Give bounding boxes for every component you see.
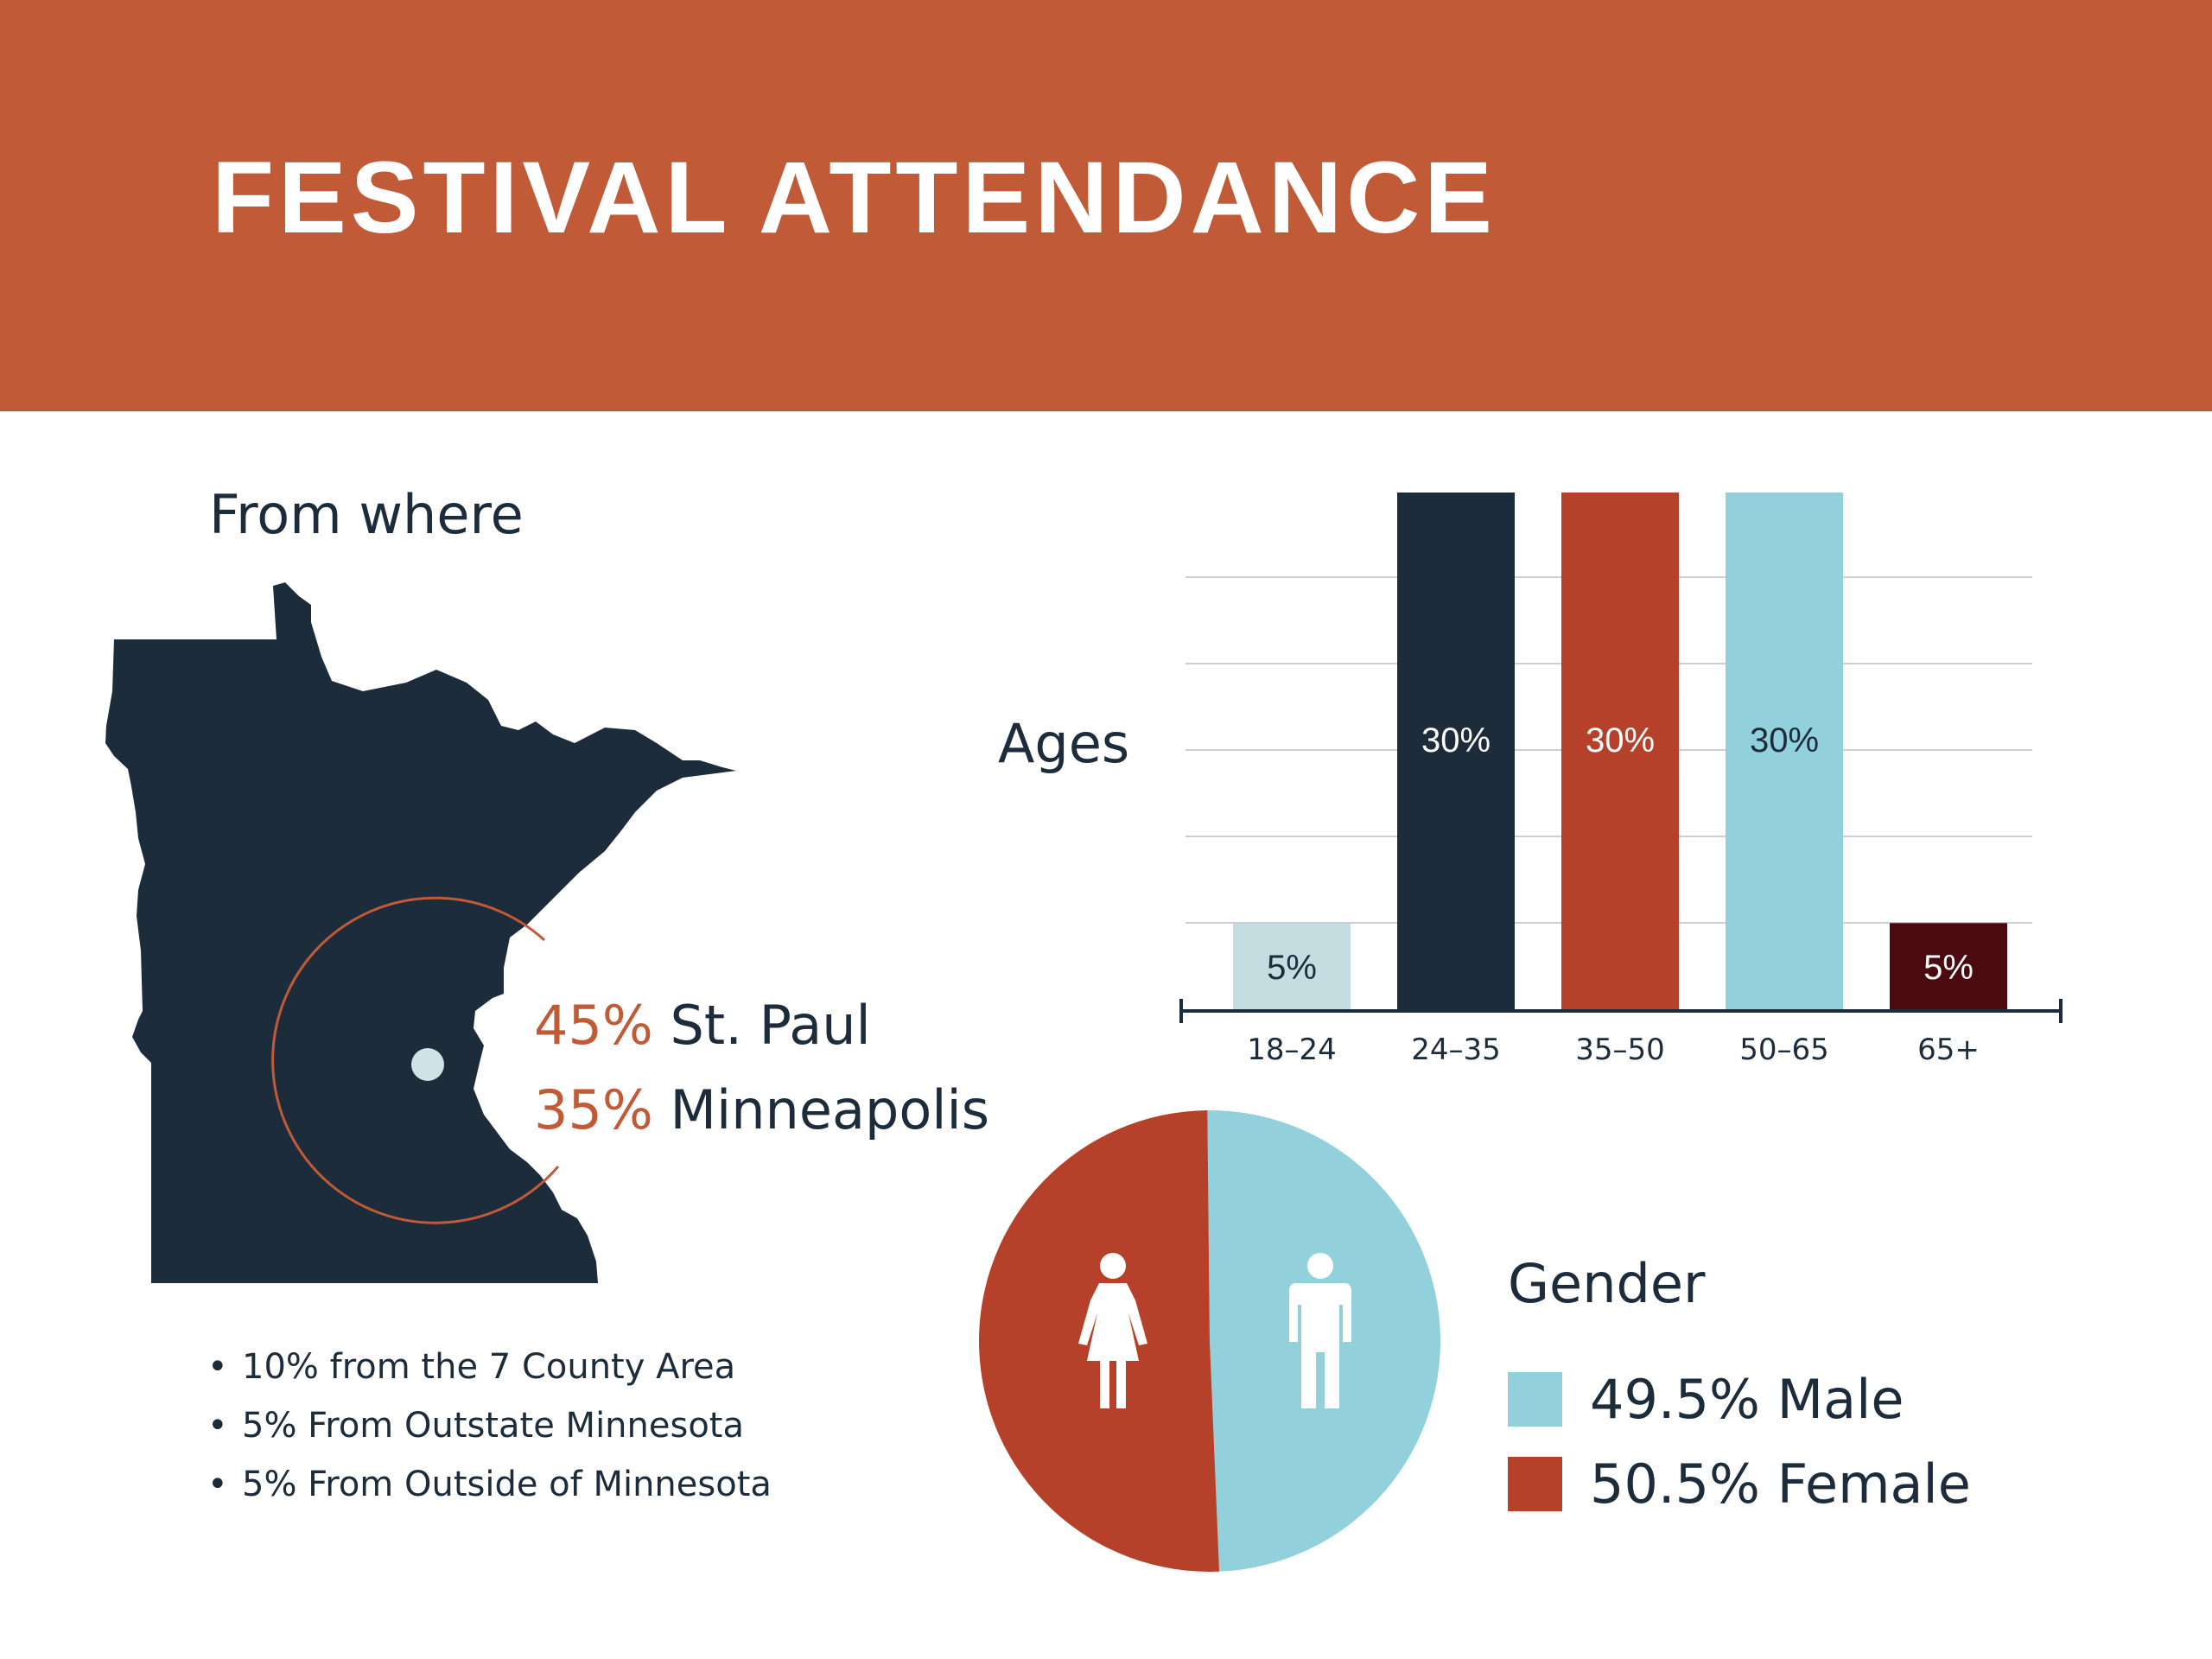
ages-heading: Ages: [998, 712, 1130, 775]
city-stat-minneapolis: 35% Minneapolis: [534, 1068, 989, 1153]
header-banner: FESTIVAL ATTENDANCE: [0, 0, 2212, 411]
page-title: FESTIVAL ATTENDANCE: [212, 141, 1497, 255]
legend-swatch: [1508, 1371, 1562, 1427]
city-name: St. Paul: [670, 994, 871, 1057]
bar-value-label: 5%: [1923, 949, 1974, 987]
ages-bar-chart: 5% 18–24 30% 24–35 30% 35–50 30% 50–65 5% 65+: [1179, 493, 2063, 1067]
female-icon: [1078, 1253, 1147, 1408]
x-tick-label: 24–35: [1411, 1033, 1501, 1067]
origin-bullet-list: • 10% from the 7 County Area • 5% From Out…: [207, 1338, 772, 1514]
gender-legend: 49.5% Male 50.5% Female: [1508, 1357, 1971, 1526]
x-tick-label: 65+: [1917, 1033, 1980, 1067]
metro-radius-arc: [271, 896, 560, 1224]
gender-pie-chart: [979, 1110, 1441, 1572]
list-item: • 5% From Outside of Minnesota: [207, 1455, 772, 1514]
bar-value-label: 30%: [1586, 721, 1655, 760]
city-name: Minneapolis: [670, 1078, 990, 1141]
bar-35-50: [1561, 493, 1679, 1009]
legend-swatch: [1508, 1456, 1562, 1511]
legend-label: 50.5% Female: [1590, 1452, 1971, 1516]
twin-cities-dot: [411, 1048, 444, 1081]
minnesota-state-icon: [105, 582, 736, 1283]
bullet-text: 5% From Outside of Minnesota: [242, 1465, 772, 1504]
list-item: • 10% from the 7 County Area: [207, 1338, 772, 1396]
gender-heading: Gender: [1508, 1252, 1706, 1315]
bullet-text: 5% From Outstate Minnesota: [242, 1406, 744, 1446]
bar-value-label: 30%: [1750, 721, 1819, 760]
legend-label: 49.5% Male: [1590, 1367, 1904, 1431]
bar-50-65: [1726, 493, 1843, 1009]
bar-18-24: [1233, 923, 1351, 1009]
bullet-icon: •: [207, 1347, 228, 1387]
bar-24-35: [1397, 493, 1515, 1009]
male-icon: [1289, 1253, 1351, 1408]
legend-item-male: 49.5% Male: [1508, 1357, 1971, 1441]
city-stat-st-paul: 45% St. Paul: [534, 983, 989, 1068]
x-tick-label: 50–65: [1739, 1033, 1829, 1067]
bullet-text: 10% from the 7 County Area: [242, 1347, 736, 1387]
legend-item-female: 50.5% Female: [1508, 1441, 1971, 1526]
city-stats: 45% St. Paul 35% Minneapolis: [534, 983, 989, 1153]
bar-value-label: 5%: [1267, 949, 1317, 987]
bullet-icon: •: [207, 1465, 228, 1504]
list-item: • 5% From Outstate Minnesota: [207, 1396, 772, 1455]
bar-65+: [1890, 923, 2007, 1009]
bar-value-label: 30%: [1421, 721, 1491, 760]
x-tick-label: 18–24: [1247, 1033, 1337, 1067]
from-where-heading: From where: [209, 483, 524, 546]
bullet-icon: •: [207, 1406, 228, 1446]
city-pct: 45%: [534, 994, 653, 1057]
x-tick-label: 35–50: [1575, 1033, 1665, 1067]
city-pct: 35%: [534, 1078, 653, 1141]
